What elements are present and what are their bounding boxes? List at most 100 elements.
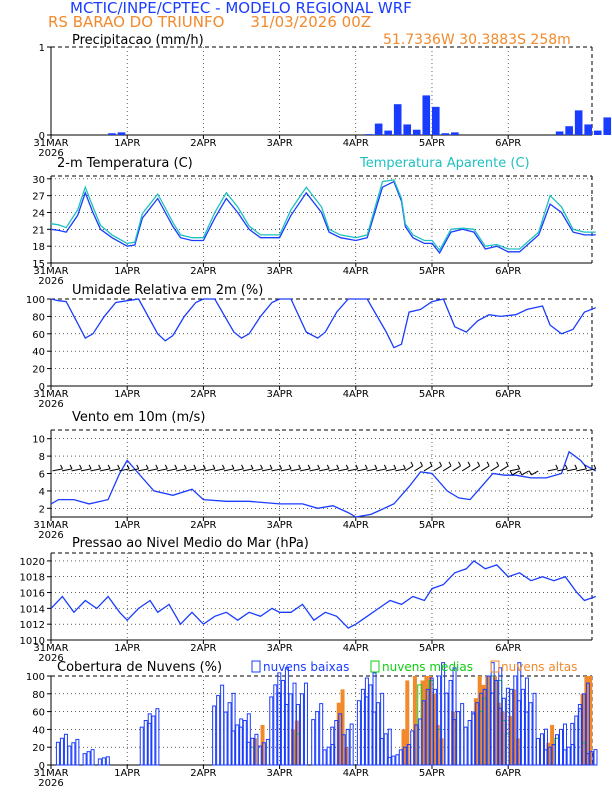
rh-xtick-label: 3APR	[266, 389, 292, 400]
cloud-low-bar	[303, 682, 308, 766]
wind-barb	[366, 468, 377, 472]
clouds-ytick-label: 40	[32, 725, 45, 736]
wind-barb	[490, 465, 499, 472]
cloud-low-bar	[250, 737, 255, 766]
temp-xtick-year: 2026	[38, 276, 63, 287]
precip-xtick-label: 4APR	[343, 138, 369, 149]
rh-series-line	[50, 298, 597, 349]
cloud-low-bar	[315, 711, 320, 766]
cloud-low-bar	[97, 758, 102, 766]
mslp-ytick-label: 1010	[20, 636, 45, 647]
cloud-low-bar	[452, 719, 457, 766]
cloud-low-bar	[559, 728, 564, 766]
wind-barb-flag	[221, 464, 225, 470]
cloud-low-bar	[356, 700, 361, 766]
wind-barb-flag	[519, 470, 523, 476]
wind-barb	[233, 468, 244, 472]
clouds-xtick-label: 3APR	[266, 768, 292, 779]
cloud-low-bar	[341, 734, 346, 766]
cloud-low-bar	[67, 745, 72, 766]
temp-series-line	[50, 179, 596, 252]
cloud-low-bar	[280, 679, 285, 766]
cloud-low-bar	[63, 733, 68, 766]
cloud-low-bar	[585, 753, 590, 766]
wind-barb	[585, 468, 597, 472]
wind-barb	[357, 468, 368, 472]
precip-title: Precipitacao (mm/h)	[72, 33, 204, 48]
precip-bar	[431, 106, 440, 135]
clouds-xtick-label: 4APR	[343, 768, 369, 779]
cloud-low-bar	[528, 702, 533, 766]
wind-barb-flag	[326, 464, 330, 470]
wind-barb	[423, 465, 433, 472]
wind-barb-flag	[117, 464, 121, 470]
precip-xtick-label: 3APR	[266, 138, 292, 149]
cloud-low-bar	[520, 688, 525, 766]
wind-barb-flag	[496, 461, 500, 467]
clouds-ytick-label: 20	[32, 743, 45, 754]
wind-barb-flag	[298, 464, 302, 470]
cloud-low-bar	[482, 688, 487, 766]
legend-high-swatch	[490, 660, 500, 673]
precip-bar	[584, 124, 592, 135]
wind-barb	[100, 468, 111, 472]
cloud-low-bar	[570, 722, 575, 766]
wind-barb-flag	[429, 461, 433, 467]
legend-high-label: nuvens altas	[501, 660, 577, 674]
cloud-low-bar	[71, 742, 76, 766]
clouds-ytick-label: 100	[26, 672, 45, 683]
wind-barb-flag	[402, 464, 406, 470]
mslp-ytick-label: 1018	[20, 573, 45, 584]
cloud-low-bar	[448, 679, 453, 766]
wind-barb-flag	[467, 461, 471, 467]
cloud-low-bar	[288, 693, 293, 766]
wind-barb	[90, 468, 101, 472]
wind-barb-flag	[79, 464, 83, 470]
precip-bar	[441, 133, 450, 135]
precip-bar	[555, 131, 564, 135]
cloud-low-bar	[231, 730, 236, 766]
rh-title: Umidade Relativa em 2m (%)	[72, 283, 263, 298]
cloud-low-bar	[471, 711, 476, 766]
cloud-low-bar	[86, 751, 91, 766]
wind-barb	[300, 468, 311, 472]
wind-barb-flag	[555, 464, 559, 470]
wind-barb-flag	[164, 464, 168, 470]
rh-xtick-year: 2026	[38, 399, 63, 410]
cloud-low-bar	[460, 703, 465, 766]
cloud-low-bar	[139, 726, 144, 766]
wind-barb-flag	[528, 470, 532, 476]
wind-barb-flag	[126, 464, 130, 470]
clouds-xtick-label: 31MAR	[33, 768, 68, 779]
cloud-low-bar	[494, 679, 499, 766]
cloud-low-bar	[383, 733, 388, 766]
wind-barb-flag	[420, 461, 423, 467]
cloud-low-bar	[581, 693, 586, 766]
wind-barb-flag	[410, 461, 414, 467]
clouds-xtick-year: 2026	[38, 778, 63, 789]
wind-barb-flag	[69, 464, 73, 470]
cloud-low-bar	[589, 751, 594, 766]
wind-xtick-label: 5APR	[419, 520, 445, 531]
temp-xtick-label: 2APR	[190, 266, 216, 277]
mslp-xtick-label: 5APR	[419, 643, 445, 654]
cloud-low-bar	[497, 707, 502, 766]
wind-barb	[119, 468, 130, 472]
cloud-low-bar	[398, 749, 403, 766]
rh-xtick-label: 5APR	[419, 389, 445, 400]
precip-bar	[593, 130, 602, 135]
mslp-xtick-label: 3APR	[266, 643, 292, 654]
clouds-xtick-label: 1APR	[114, 768, 140, 779]
precip-xtick-year: 2026	[38, 148, 63, 159]
cloud-low-bar	[276, 692, 281, 766]
clouds-xtick-label: 6APR	[495, 768, 521, 779]
cloud-high-bar	[340, 689, 345, 765]
temp-xtick-label: 6APR	[495, 266, 521, 277]
wind-xtick-year: 2026	[38, 530, 63, 541]
wind-barb-flag	[583, 464, 587, 470]
precip-xtick-label: 1APR	[114, 138, 140, 149]
cloud-low-bar	[566, 746, 571, 766]
wind-barb	[271, 468, 282, 472]
cloud-low-bar	[75, 738, 80, 766]
temp-ytick-label: 15	[32, 259, 45, 270]
